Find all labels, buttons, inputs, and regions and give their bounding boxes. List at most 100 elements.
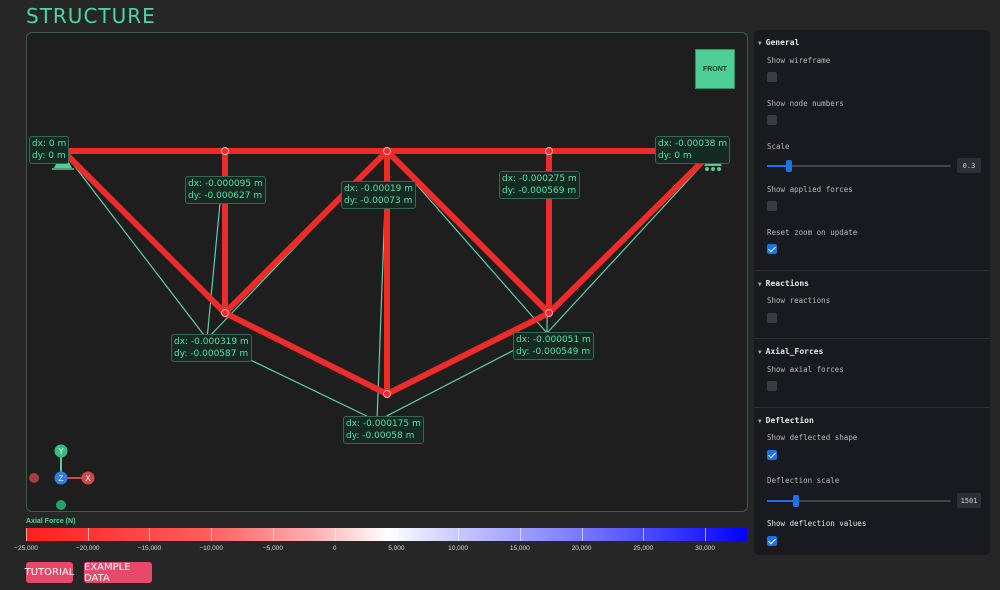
colorbar-ticks: −25,000 −20,000 −15,000 −10,000 −5,000 0 5,000… [14,528,747,555]
chevron-down-icon: ▼ [758,418,762,425]
divider [754,407,990,408]
show-axial-forces-checkbox[interactable] [767,381,777,391]
dy-value: dy: 0 m [658,151,692,161]
truss-members[interactable] [60,148,716,397]
y-axis-handle [54,444,68,458]
neg-y-axis-handle [56,500,66,510]
colorbar-tick-label: 25,000 [633,545,654,552]
controls-panel: ▼ General Show wireframe Show node number… [754,30,990,555]
colorbar-tick-mark [396,528,398,541]
reset-zoom-checkbox[interactable] [767,244,777,254]
folder-general[interactable]: ▼ General [758,38,800,47]
scale-slider-thumb[interactable] [786,160,793,172]
dx-value: dx: -0.000319 m [174,337,249,347]
colorbar-tick-label: −20,000 [75,545,100,552]
show-applied-forces-label: Show applied forces [767,185,853,194]
node [383,147,391,155]
dx-value: dx: -0.000175 m [346,419,421,429]
example-data-button[interactable]: EXAMPLE DATA [84,562,152,584]
colorbar-tick-label: −25,000 [14,545,38,552]
bottom-chord-left [222,310,390,397]
colorbar-tick-mark [149,528,151,541]
dy-value: dy: 0 m [32,151,66,161]
dy-value: dy: -0.00073 m [344,196,413,206]
structure-viewport[interactable]: Y Z X FRONT dx: 0 m dy: 0 m dx: -0.00009… [26,32,748,512]
deflection-label: dx: -0.00038 m dy: 0 m [655,136,731,164]
diagonal-right-end [546,148,716,316]
folder-axial-forces[interactable]: ▼ Axial_Forces [758,347,824,356]
deflection-label: dx: -0.00019 m dy: -0.00073 m [341,181,417,209]
dx-value: dx: -0.000275 m [502,174,577,184]
dx-value: dx: -0.000095 m [188,179,263,189]
show-wireframe-checkbox[interactable] [767,72,777,82]
colorbar-tick-label: −5,000 [262,545,283,552]
colorbar-tick-label: 20,000 [571,545,592,552]
show-applied-forces-checkbox[interactable] [767,201,777,211]
x-axis-handle [81,471,95,485]
deflection-scale-slider-thumb[interactable] [793,495,800,507]
colorbar-tick-mark [211,528,213,541]
node [221,309,229,317]
colorbar-tick-mark [334,528,336,541]
divider [754,338,990,339]
colorbar-tick-label: 15,000 [509,545,530,552]
colorbar-tick-label: 10,000 [448,545,469,552]
diagonal-left-end [60,148,228,316]
scale-value[interactable]: 0.3 [957,158,981,173]
app-title: STRUCTURE [26,4,156,28]
folder-deflection[interactable]: ▼ Deflection [758,416,814,425]
deflection-label: dx: -0.000175 m dy: -0.00058 m [343,416,424,444]
legend-title: Axial Force (N) [26,518,76,525]
deflection-scale-slider[interactable] [767,495,951,507]
colorbar-tick-mark [705,528,707,541]
dx-value: dx: -0.00038 m [658,139,728,149]
colorbar-tick-label: 30,000 [695,545,715,552]
dy-value: dy: -0.000587 m [174,349,249,359]
bottom-chord-right [384,310,552,397]
node [221,147,229,155]
deflection-scale-slider-fill [767,500,797,502]
reset-zoom-label: Reset zoom on update [767,228,858,237]
show-node-numbers-checkbox[interactable] [767,115,777,125]
show-reactions-label: Show reactions [767,296,831,305]
scale-slider[interactable] [767,160,951,172]
node [545,147,553,155]
deflection-label: dx: -0.000275 m dy: -0.000569 m [499,171,580,199]
divider [754,270,990,271]
axial-force-colorbar [26,528,747,541]
dy-value: dy: -0.000549 m [516,347,591,357]
x-axis-label: X [85,474,91,483]
dx-value: dx: -0.000051 m [516,335,591,345]
dy-value: dy: -0.000627 m [188,191,263,201]
dx-value: dx: 0 m [32,139,67,149]
colorbar-tick-mark [87,528,89,541]
node [545,309,553,317]
colorbar-tick-label: 0 [332,545,337,552]
folder-reactions[interactable]: ▼ Reactions [758,279,809,288]
z-axis-label: Z [59,474,64,483]
colorbar-tick-label: −10,000 [199,545,224,552]
tutorial-button[interactable]: TUTORIAL [25,562,74,583]
show-wireframe-label: Show wireframe [767,56,831,65]
show-axial-forces-label: Show axial forces [767,365,844,374]
colorbar-tick-mark [272,528,274,541]
axes-gizmo[interactable]: Y Z X [29,444,95,511]
chevron-down-icon: ▼ [758,281,762,288]
deflection-label: dx: -0.000095 m dy: -0.000627 m [185,176,266,204]
show-deflection-values-label: Show deflection values [767,519,867,528]
show-deflected-shape-checkbox[interactable] [767,450,777,460]
front-view-button[interactable]: FRONT [695,49,735,89]
deflection-label: dx: -0.000319 m dy: -0.000587 m [171,334,252,362]
diagonal-right-inner [384,148,552,316]
diagonal-left-inner [222,148,390,316]
dy-value: dy: -0.000569 m [502,186,577,196]
chevron-down-icon: ▼ [758,349,762,356]
show-reactions-checkbox[interactable] [767,313,777,323]
deflection-scale-value[interactable]: 1501 [957,493,981,508]
colorbar-tick-label: −15,000 [137,545,162,552]
show-deflection-values-checkbox[interactable] [767,536,777,546]
show-node-numbers-label: Show node numbers [767,99,844,108]
chevron-down-icon: ▼ [758,40,762,47]
colorbar-tick-mark [643,528,645,541]
show-deflected-shape-label: Show deflected shape [767,433,858,442]
